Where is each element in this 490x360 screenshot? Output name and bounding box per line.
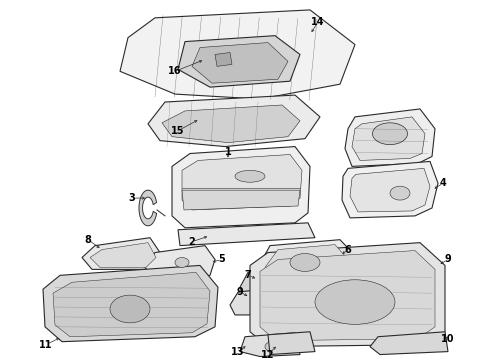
Polygon shape: [260, 251, 435, 341]
Ellipse shape: [175, 257, 189, 267]
Text: 15: 15: [171, 126, 185, 136]
Ellipse shape: [372, 123, 408, 145]
Polygon shape: [230, 287, 282, 315]
Ellipse shape: [315, 280, 395, 324]
Text: 6: 6: [344, 244, 351, 255]
Polygon shape: [352, 117, 425, 161]
Polygon shape: [120, 10, 355, 99]
Polygon shape: [350, 168, 430, 212]
Polygon shape: [342, 161, 438, 218]
Text: 14: 14: [311, 17, 325, 27]
Polygon shape: [240, 267, 282, 302]
Polygon shape: [182, 154, 302, 210]
Polygon shape: [43, 265, 218, 342]
Polygon shape: [148, 95, 320, 147]
Text: 10: 10: [441, 334, 455, 344]
Text: 8: 8: [85, 235, 92, 245]
Polygon shape: [192, 42, 288, 83]
Polygon shape: [53, 273, 210, 337]
Polygon shape: [265, 245, 348, 279]
Text: 7: 7: [245, 270, 251, 280]
Text: 3: 3: [128, 193, 135, 203]
Polygon shape: [145, 246, 215, 279]
Polygon shape: [172, 147, 310, 228]
Ellipse shape: [235, 170, 265, 182]
Polygon shape: [178, 36, 300, 87]
Ellipse shape: [390, 186, 410, 200]
Polygon shape: [345, 109, 435, 166]
Ellipse shape: [265, 342, 279, 352]
Ellipse shape: [290, 253, 320, 271]
Polygon shape: [178, 223, 315, 246]
Text: 13: 13: [231, 347, 245, 357]
Polygon shape: [370, 332, 448, 355]
Polygon shape: [268, 332, 315, 355]
Polygon shape: [90, 243, 156, 267]
Polygon shape: [139, 190, 157, 226]
Polygon shape: [82, 238, 162, 269]
Text: 2: 2: [189, 237, 196, 247]
Text: 12: 12: [261, 350, 275, 360]
Text: 1: 1: [224, 147, 231, 157]
Polygon shape: [258, 240, 355, 282]
Polygon shape: [250, 243, 445, 347]
Text: 5: 5: [219, 255, 225, 265]
Text: 4: 4: [440, 178, 446, 188]
Text: 16: 16: [168, 66, 182, 76]
Polygon shape: [240, 333, 300, 356]
Polygon shape: [162, 105, 300, 143]
Polygon shape: [215, 53, 232, 66]
Text: 9: 9: [444, 255, 451, 265]
Text: 9: 9: [237, 287, 244, 297]
Text: 11: 11: [39, 339, 53, 350]
Polygon shape: [182, 190, 300, 210]
Ellipse shape: [110, 295, 150, 323]
